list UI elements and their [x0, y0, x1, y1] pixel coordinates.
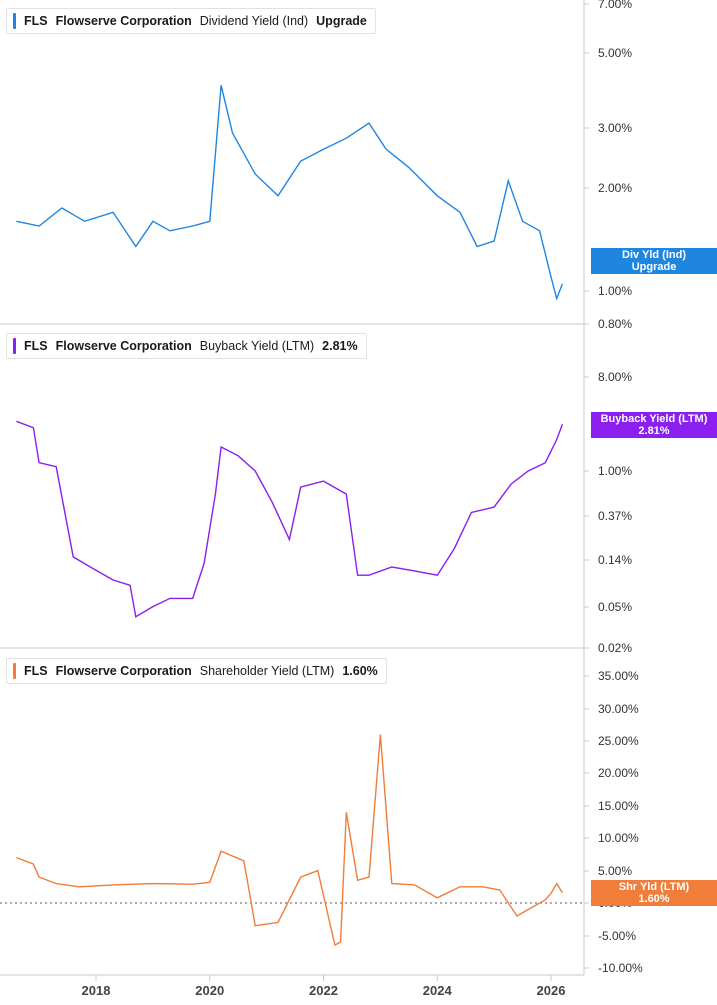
x-tick-label: 2024: [423, 983, 453, 998]
tag-label: Buyback Yield (LTM): [600, 413, 708, 425]
y-tick-label: 35.00%: [598, 669, 639, 683]
legend-dividend-yield[interactable]: FLS Flowserve Corporation Dividend Yield…: [6, 8, 376, 34]
legend-shareholder-yield[interactable]: FLS Flowserve Corporation Shareholder Yi…: [6, 658, 387, 684]
shareholder-yield-axis: 35.00% 30.00% 25.00% 20.00% 15.00% 10.00% 5.00…: [584, 669, 643, 975]
y-tick-label: 10.00%: [598, 831, 639, 845]
legend-swatch: [13, 663, 16, 679]
y-tick-label: 30.00%: [598, 702, 639, 716]
x-tick-label: 2026: [537, 983, 566, 998]
y-tick-label: 15.00%: [598, 799, 639, 813]
legend-buyback-yield[interactable]: FLS Flowserve Corporation Buyback Yield …: [6, 333, 367, 359]
legend-metric: Buyback Yield (LTM): [199, 339, 315, 353]
y-tick-label: 1.00%: [598, 284, 632, 298]
dividend-yield-tag: Div Yld (Ind) Upgrade: [591, 248, 717, 274]
y-tick-label: 0.37%: [598, 509, 632, 523]
y-tick-label: -10.00%: [598, 961, 643, 975]
y-tick-label: 0.14%: [598, 553, 632, 567]
legend-company: Flowserve Corporation: [55, 14, 192, 28]
x-axis: 2018 2020 2022 2024 2026: [82, 975, 566, 998]
y-tick-label: 20.00%: [598, 766, 639, 780]
shareholder-yield-tag: Shr Yld (LTM) 1.60%: [591, 880, 717, 906]
dividend-yield-axis: 7.00% 5.00% 3.00% 2.00% 1.00% 0.80%: [584, 0, 632, 331]
y-tick-label: 8.00%: [598, 370, 632, 384]
legend-value: 2.81%: [322, 339, 358, 353]
y-tick-label: 7.00%: [598, 0, 632, 11]
y-tick-label: 1.00%: [598, 464, 632, 478]
y-tick-label: 5.00%: [598, 864, 632, 878]
legend-swatch: [13, 13, 16, 29]
y-tick-label: -5.00%: [598, 929, 636, 943]
buyback-yield-line: [16, 420, 564, 618]
buyback-yield-axis: 8.00% 1.00% 0.37% 0.14% 0.05% 0.02%: [584, 370, 632, 655]
tag-value: 1.60%: [638, 893, 670, 905]
x-tick-label: 2020: [195, 983, 224, 998]
x-tick-label: 2022: [309, 983, 338, 998]
tag-value: Upgrade: [631, 261, 677, 273]
legend-ticker: FLS: [24, 339, 48, 353]
buyback-yield-tag: Buyback Yield (LTM) 2.81%: [591, 412, 717, 438]
legend-ticker: FLS: [24, 14, 48, 28]
y-tick-label: 5.00%: [598, 46, 632, 60]
legend-metric: Shareholder Yield (LTM): [199, 664, 335, 678]
legend-metric: Dividend Yield (Ind): [199, 14, 309, 28]
shareholder-yield-line: [16, 734, 563, 947]
y-tick-label: 3.00%: [598, 121, 632, 135]
legend-company: Flowserve Corporation: [55, 339, 192, 353]
legend-swatch: [13, 338, 16, 354]
y-tick-label: 0.02%: [598, 641, 632, 655]
legend-value: 1.60%: [342, 664, 378, 678]
y-tick-label: 25.00%: [598, 734, 639, 748]
dividend-yield-line: [16, 85, 564, 301]
legend-company: Flowserve Corporation: [55, 664, 192, 678]
tag-label: Div Yld (Ind): [622, 249, 686, 261]
tag-label: Shr Yld (LTM): [618, 881, 690, 893]
legend-ticker: FLS: [24, 664, 48, 678]
x-tick-label: 2018: [82, 983, 111, 998]
y-tick-label: 0.80%: [598, 317, 632, 331]
tag-value: 2.81%: [638, 425, 670, 437]
y-tick-label: 0.05%: [598, 600, 632, 614]
y-tick-label: 2.00%: [598, 181, 632, 195]
upgrade-link[interactable]: Upgrade: [316, 14, 367, 28]
